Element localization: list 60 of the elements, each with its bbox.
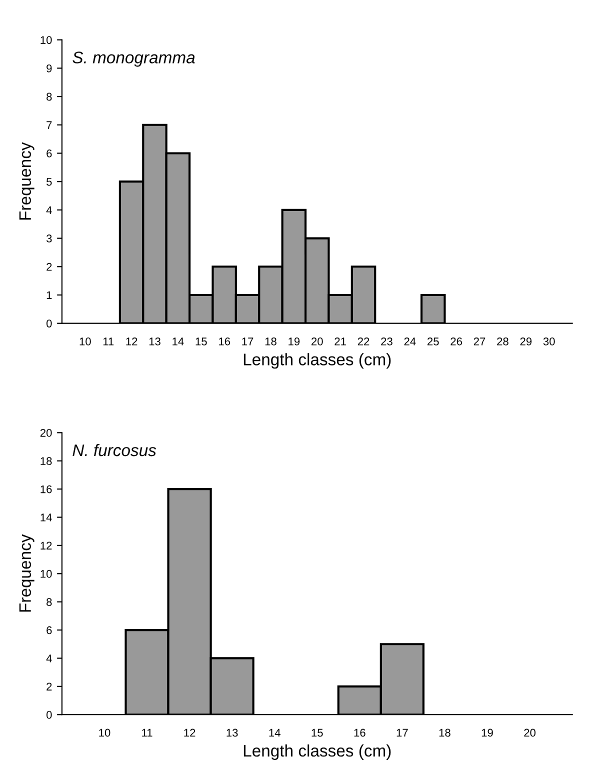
y-tick-label: 2 [46,262,52,271]
text: S. monogramma [72,52,195,67]
x-tick-label: 10 [99,728,110,737]
x-tick-label: 20 [524,728,536,737]
y-tick-label: 9 [46,64,52,72]
x-tick-label: 29 [520,338,532,346]
x-tick-label: 12 [184,728,196,737]
x-tick-label: 21 [334,338,346,346]
y-tick-label: 1 [46,291,52,300]
x-tick-label: 17 [242,338,254,346]
x-tick-label: 16 [219,338,230,346]
y-tick-label: 10 [40,570,52,578]
y-axis-title: Frequency [19,534,34,612]
y-tick-label: 14 [40,514,52,522]
text: N. furcosus [72,444,156,456]
x-tick-label: 28 [497,338,508,346]
x-tick-label: 13 [226,728,238,737]
y-tick-label: 18 [40,457,52,466]
y-tick-label: 7 [46,121,52,129]
y-tick-label: 8 [46,598,52,606]
x-tick-label: 18 [265,338,276,346]
x-tick-label: 30 [543,338,555,346]
y-axis-title: Frequency [19,142,34,220]
y-tick-label: 6 [46,626,52,634]
x-tick-label: 20 [312,338,323,346]
x-tick-label: 14 [172,338,184,346]
x-tick-label: 14 [269,728,280,737]
x-tick-label: 22 [358,338,370,346]
y-tick-label: 20 [40,428,52,437]
x-tick-label: 10 [80,338,91,346]
y-tick-label: 0 [46,710,52,719]
x-tick-label: 19 [288,338,300,346]
x-tick-label: 11 [103,338,114,346]
x-tick-label: 11 [142,728,152,737]
x-tick-label: 25 [427,338,439,346]
x-tick-label: 15 [196,338,207,346]
x-tick-label: 17 [396,728,408,737]
y-tick-label: 10 [40,36,52,44]
y-tick-label: 8 [46,92,52,101]
y-tick-label: 4 [46,206,52,214]
y-tick-label: 3 [46,234,52,242]
x-tick-label: 23 [381,338,392,346]
x-tick-label: 15 [312,728,323,737]
x-tick-label: 13 [149,338,160,346]
y-tick-label: 5 [46,178,52,186]
y-tick-label: 0 [46,320,52,328]
x-tick-label: 27 [474,338,486,346]
y-tick-label: 16 [40,485,52,494]
x-tick-label: 24 [404,338,416,346]
x-axis-title: Length classes (cm) [244,353,391,369]
x-tick-label: 12 [126,338,138,346]
y-tick-label: 6 [46,150,52,158]
y-tick-label: 4 [46,654,52,662]
x-tick-label: 18 [439,728,450,737]
x-axis-title: Length classes (cm) [244,744,391,760]
y-tick-label: 12 [40,542,52,550]
x-tick-label: 16 [354,728,366,737]
x-tick-label: 19 [482,728,493,737]
y-tick-label: 2 [46,682,52,690]
x-tick-label: 26 [450,338,462,346]
